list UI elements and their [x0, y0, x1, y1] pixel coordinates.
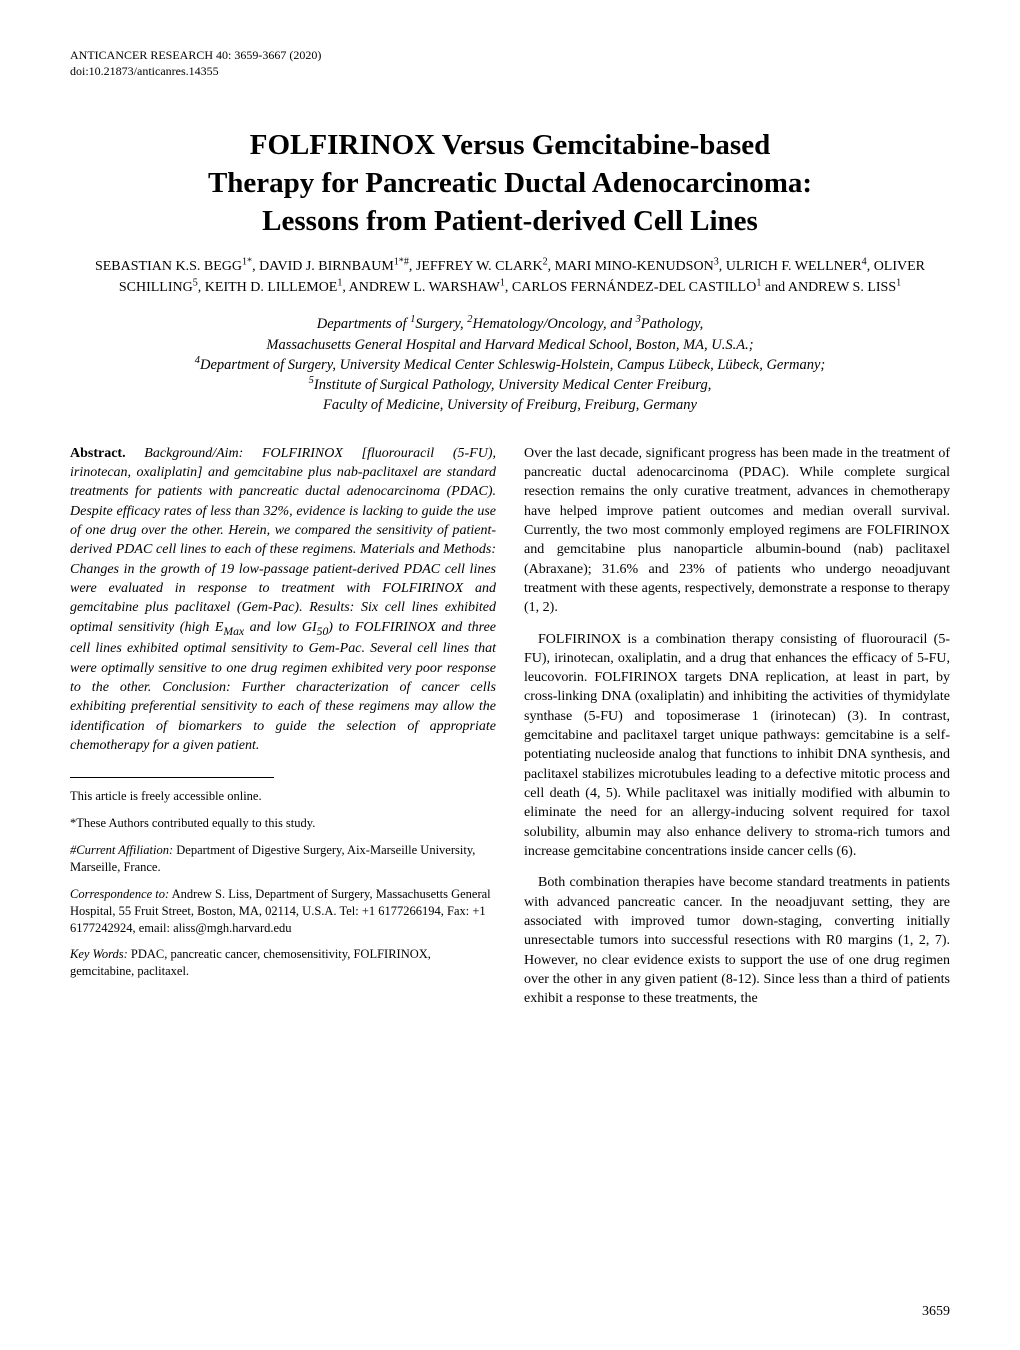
- two-column-body: Abstract. Background/Aim: FOLFIRINOX [fl…: [70, 444, 950, 1021]
- footnote-equal-contribution: *These Authors contributed equally to th…: [70, 815, 496, 832]
- current-affiliation-label: #Current Affiliation:: [70, 843, 173, 857]
- journal-citation: ANTICANCER RESEARCH 40: 3659-3667 (2020): [70, 48, 950, 64]
- affiliations-list: Departments of 1Surgery, 2Hematology/Onc…: [70, 314, 950, 415]
- right-column: Over the last decade, significant progre…: [524, 444, 950, 1021]
- footnote-free-access: This article is freely accessible online…: [70, 788, 496, 805]
- intro-paragraph-3: Both combination therapies have become s…: [524, 873, 950, 1008]
- paper-title: FOLFIRINOX Versus Gemcitabine-based Ther…: [70, 127, 950, 240]
- keywords-label: Key Words:: [70, 947, 128, 961]
- journal-doi: doi:10.21873/anticanres.14355: [70, 64, 950, 80]
- correspondence-label: Correspondence to:: [70, 887, 169, 901]
- journal-header: ANTICANCER RESEARCH 40: 3659-3667 (2020)…: [70, 48, 950, 79]
- intro-paragraph-2: FOLFIRINOX is a combination therapy cons…: [524, 630, 950, 862]
- abstract-block: Abstract. Background/Aim: FOLFIRINOX [fl…: [70, 444, 496, 756]
- page-number: 3659: [922, 1304, 950, 1320]
- footnote-keywords: Key Words: PDAC, pancreatic cancer, chem…: [70, 946, 496, 980]
- footnote-current-affiliation: #Current Affiliation: Department of Dige…: [70, 842, 496, 876]
- abstract-label: Abstract.: [70, 446, 126, 461]
- footnote-divider: [70, 777, 274, 778]
- authors-list: SEBASTIAN K.S. BEGG1*, DAVID J. BIRNBAUM…: [70, 256, 950, 298]
- left-column: Abstract. Background/Aim: FOLFIRINOX [fl…: [70, 444, 496, 1021]
- title-line-3: Lessons from Patient-derived Cell Lines: [262, 205, 758, 237]
- title-block: FOLFIRINOX Versus Gemcitabine-based Ther…: [70, 127, 950, 416]
- title-line-1: FOLFIRINOX Versus Gemcitabine-based: [250, 129, 770, 161]
- intro-paragraph-1: Over the last decade, significant progre…: [524, 444, 950, 618]
- footnote-correspondence: Correspondence to: Andrew S. Liss, Depar…: [70, 886, 496, 937]
- abstract-text: Background/Aim: FOLFIRINOX [fluorouracil…: [70, 446, 496, 753]
- title-line-2: Therapy for Pancreatic Ductal Adenocarci…: [208, 167, 812, 199]
